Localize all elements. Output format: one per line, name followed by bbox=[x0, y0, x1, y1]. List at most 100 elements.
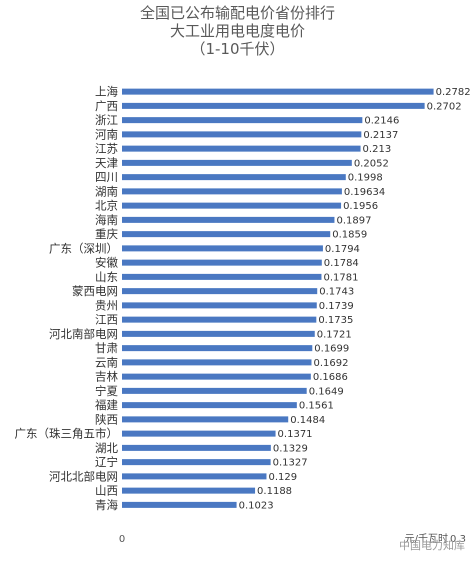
bar bbox=[122, 430, 276, 437]
watermark: 中国电力知库 bbox=[399, 539, 465, 552]
bar bbox=[122, 387, 307, 394]
bar bbox=[122, 174, 346, 181]
category-label: 广东（珠三角五市） bbox=[15, 427, 119, 441]
x-tick-label-max: 0.3 bbox=[450, 534, 466, 545]
bar bbox=[122, 117, 363, 124]
category-label: 河南 bbox=[95, 127, 118, 141]
value-label: 0.1686 bbox=[313, 372, 348, 383]
chart-title-line-1: 全国已公布输配电价省份排行 bbox=[139, 4, 335, 22]
value-label: 0.2702 bbox=[427, 101, 462, 112]
value-label: 0.1484 bbox=[290, 415, 325, 426]
bar bbox=[122, 188, 342, 195]
value-label: 0.19634 bbox=[344, 187, 385, 198]
category-label: 海南 bbox=[95, 213, 118, 227]
bar bbox=[122, 359, 312, 366]
bar bbox=[122, 288, 318, 295]
value-label: 0.1735 bbox=[318, 315, 353, 326]
category-label: 蒙西电网 bbox=[72, 284, 118, 298]
value-label: 0.2137 bbox=[363, 130, 398, 141]
value-label: 0.1023 bbox=[239, 500, 274, 511]
value-label: 0.1739 bbox=[319, 301, 354, 312]
bar bbox=[122, 273, 322, 280]
value-label: 0.1692 bbox=[314, 358, 349, 369]
category-label: 天津 bbox=[95, 156, 118, 170]
category-label: 青海 bbox=[95, 498, 118, 512]
category-label: 广东（深圳） bbox=[49, 241, 118, 255]
bar bbox=[122, 330, 315, 337]
category-label: 重庆 bbox=[95, 227, 118, 241]
bar bbox=[122, 302, 317, 309]
bar bbox=[122, 102, 425, 109]
value-label: 0.2052 bbox=[354, 158, 389, 169]
bar bbox=[122, 245, 323, 252]
value-label: 0.1699 bbox=[314, 344, 349, 355]
bar bbox=[122, 145, 361, 152]
value-label: 0.1329 bbox=[273, 443, 308, 454]
bar bbox=[122, 202, 342, 209]
x-tick-label-min: 0 bbox=[119, 534, 125, 545]
bar bbox=[122, 231, 331, 238]
bar bbox=[122, 459, 271, 466]
bar bbox=[122, 444, 271, 451]
bar bbox=[122, 345, 313, 352]
category-label: 浙江 bbox=[95, 113, 118, 127]
bar bbox=[122, 216, 335, 223]
bar bbox=[122, 159, 352, 166]
category-label: 山东 bbox=[95, 270, 118, 284]
value-label: 0.2146 bbox=[364, 116, 399, 127]
category-label: 河北南部电网 bbox=[49, 327, 118, 341]
category-label: 陕西 bbox=[95, 412, 118, 426]
category-label: 宁夏 bbox=[95, 384, 118, 398]
category-label: 吉林 bbox=[95, 370, 118, 384]
bar bbox=[122, 88, 434, 95]
value-label: 0.1371 bbox=[278, 429, 313, 440]
chart-title: 全国已公布输配电价省份排行 大工业用电电度电价 （1-10千伏） bbox=[0, 4, 475, 58]
value-label: 0.1327 bbox=[273, 458, 308, 469]
category-label: 江西 bbox=[95, 313, 118, 327]
bar bbox=[122, 402, 297, 409]
category-label: 辽宁 bbox=[95, 455, 118, 469]
category-label: 安徽 bbox=[95, 256, 118, 270]
value-label: 0.1561 bbox=[299, 401, 334, 412]
bar bbox=[122, 259, 322, 266]
category-label: 湖南 bbox=[95, 184, 118, 198]
bar bbox=[122, 131, 362, 138]
category-label: 湖北 bbox=[95, 441, 118, 455]
value-label: 0.1956 bbox=[343, 201, 378, 212]
value-label: 0.1897 bbox=[336, 215, 371, 226]
category-label: 贵州 bbox=[95, 298, 118, 312]
bar bbox=[122, 487, 256, 494]
category-label: 广西 bbox=[95, 99, 118, 113]
category-label: 甘肃 bbox=[95, 341, 118, 355]
bar bbox=[122, 373, 311, 380]
value-label: 0.1721 bbox=[317, 329, 352, 340]
unit-label: 元/千瓦时 bbox=[405, 533, 448, 545]
category-label: 山西 bbox=[95, 484, 118, 498]
category-labels-group: 上海广西浙江河南江苏天津四川湖南北京海南重庆广东（深圳）安徽山东蒙西电网贵州江西… bbox=[15, 85, 119, 512]
value-label: 0.1781 bbox=[323, 272, 358, 283]
chart-title-line-2: 大工业用电电度电价 bbox=[169, 22, 305, 40]
value-label: 0.2782 bbox=[436, 87, 471, 98]
bar bbox=[122, 501, 237, 508]
value-label: 0.213 bbox=[363, 144, 392, 155]
bars-group bbox=[122, 88, 434, 508]
value-label: 0.129 bbox=[268, 472, 297, 483]
bar bbox=[122, 316, 317, 323]
category-label: 江苏 bbox=[95, 142, 118, 156]
value-label: 0.1743 bbox=[319, 287, 354, 298]
category-label: 云南 bbox=[95, 355, 118, 369]
bar bbox=[122, 473, 267, 480]
value-label: 0.1859 bbox=[332, 230, 367, 241]
value-label: 0.1649 bbox=[309, 386, 344, 397]
chart-title-line-3: （1-10千伏） bbox=[190, 40, 285, 58]
value-label: 0.1784 bbox=[324, 258, 359, 269]
category-label: 上海 bbox=[95, 85, 118, 99]
category-label: 北京 bbox=[95, 199, 118, 213]
category-label: 四川 bbox=[95, 170, 118, 184]
value-labels-group: 0.2782 0.2702 0.2146 0.2137 0.213 0.2052 0.199… bbox=[239, 87, 471, 511]
category-label: 河北北部电网 bbox=[49, 469, 118, 483]
value-label: 0.1188 bbox=[257, 486, 292, 497]
bar bbox=[122, 416, 289, 423]
value-label: 0.1998 bbox=[348, 173, 383, 184]
